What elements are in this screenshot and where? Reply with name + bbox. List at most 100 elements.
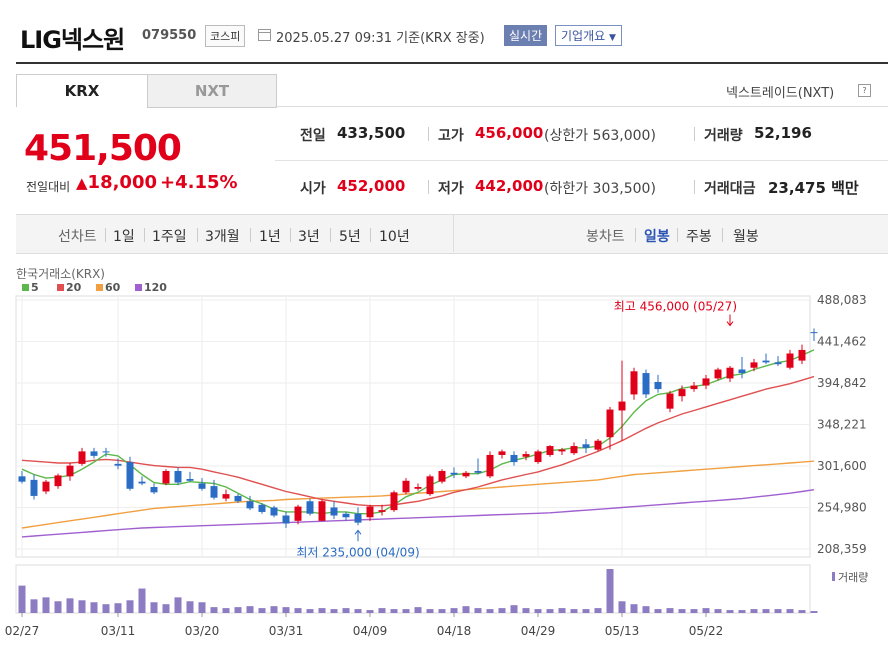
legend-ma60: 60 xyxy=(96,281,120,294)
candle-body xyxy=(450,472,458,475)
turnover-value: 23,475 백만 xyxy=(768,177,859,198)
candle-weekly[interactable]: 주봉 xyxy=(686,229,712,245)
candle-body xyxy=(318,501,326,521)
price-chart[interactable]: 488,083 441,462 394,842 348,221 301,600 254,9… xyxy=(0,260,888,650)
nextrade-link[interactable]: 넥스트레이드(NXT) xyxy=(726,86,835,101)
volume-bar xyxy=(282,607,290,613)
volume-bar xyxy=(690,609,698,613)
high-arrowhead-icon xyxy=(726,321,734,327)
candle-body xyxy=(570,446,578,454)
chart-frame xyxy=(15,295,811,558)
candle-monthly[interactable]: 월봉 xyxy=(733,229,759,245)
candle-body xyxy=(114,463,122,466)
period-separator xyxy=(330,228,331,242)
legend-ma5: 5 xyxy=(22,281,39,294)
candle-body xyxy=(486,454,494,477)
candle-body xyxy=(198,483,206,489)
volume-bar xyxy=(114,603,122,613)
volume-bar xyxy=(42,597,50,613)
volume-bar xyxy=(798,610,806,613)
quote-separator xyxy=(694,180,695,194)
x-tick-label: 04/29 xyxy=(521,624,556,638)
candle-body xyxy=(294,506,302,521)
volume-bar xyxy=(414,607,422,613)
candle-body xyxy=(750,362,758,368)
candle-body xyxy=(54,475,62,487)
period-1y[interactable]: 1년 xyxy=(259,229,281,245)
candle-body xyxy=(258,504,266,512)
volume-bar xyxy=(342,608,350,613)
y-tick-label: 441,462 xyxy=(817,335,867,349)
turnover-unit: 백만 xyxy=(831,179,859,197)
external-link-icon[interactable]: ? xyxy=(858,84,871,97)
period-group-divider xyxy=(453,214,454,252)
candle-body xyxy=(798,349,806,361)
period-1d[interactable]: 1일 xyxy=(113,229,135,245)
candle-body xyxy=(498,451,506,455)
company-name: LIG넥스원 xyxy=(20,26,125,54)
company-info-label: 기업개요 xyxy=(561,29,606,43)
candle-body xyxy=(330,507,338,516)
market-badge: 코스피 xyxy=(205,25,246,47)
volume-bar xyxy=(318,608,326,613)
volume-bar xyxy=(462,606,470,613)
company-info-dropdown[interactable]: 기업개요 ▼ xyxy=(555,25,622,46)
tab-nxt[interactable]: NXT xyxy=(147,74,277,108)
volume-bar xyxy=(702,608,710,613)
volume-bar xyxy=(90,602,98,613)
candle-body xyxy=(138,481,146,484)
candle-body xyxy=(474,470,482,473)
legend-ma120-label: 120 xyxy=(144,281,167,294)
candle-body xyxy=(390,492,398,511)
candle-body xyxy=(438,470,446,482)
volume-bar xyxy=(174,597,182,613)
period-3y[interactable]: 3년 xyxy=(298,229,320,245)
volume-bar xyxy=(630,604,638,613)
x-tick-label: 03/20 xyxy=(185,624,220,638)
period-separator xyxy=(677,228,678,242)
datetime-value: 2025.05.27 09:31 xyxy=(276,31,393,46)
volume-bar xyxy=(450,608,458,613)
x-tick-label: 04/18 xyxy=(437,624,472,638)
volume-bar xyxy=(426,609,434,613)
period-3m[interactable]: 3개월 xyxy=(205,229,240,245)
low-arrowhead-icon xyxy=(354,529,362,535)
turnover-label: 거래대금 xyxy=(704,181,756,197)
period-separator xyxy=(370,228,371,242)
volume-legend-swatch xyxy=(832,572,835,581)
volume-bar xyxy=(714,609,722,613)
volume-bar xyxy=(486,609,494,613)
candle-body xyxy=(174,470,182,483)
current-price: 451,500 xyxy=(24,128,182,169)
candle-body xyxy=(246,501,254,509)
candle-body xyxy=(90,451,98,456)
x-tick-label: 05/13 xyxy=(605,624,640,638)
period-1w[interactable]: 1주일 xyxy=(152,229,187,245)
period-10y[interactable]: 10년 xyxy=(379,229,410,245)
candle-body xyxy=(558,449,566,452)
realtime-button[interactable]: 실시간 xyxy=(504,25,548,46)
candle-body xyxy=(522,454,530,457)
quote-separator xyxy=(428,127,429,141)
volume-bar xyxy=(186,601,194,613)
candle-body xyxy=(678,389,686,397)
candle-daily[interactable]: 일봉 xyxy=(644,229,670,245)
chart-source-label: 한국거래소(KRX) xyxy=(16,267,105,281)
volume-bar xyxy=(594,608,602,613)
period-5y[interactable]: 5년 xyxy=(339,229,361,245)
candle-body xyxy=(402,480,410,493)
candle-body xyxy=(690,385,698,390)
quote-separator xyxy=(694,127,695,141)
candle-body xyxy=(42,481,50,492)
tab-krx[interactable]: KRX xyxy=(16,74,148,107)
turnover-amount: 23,475 xyxy=(768,179,826,197)
legend-ma20-label: 20 xyxy=(66,281,82,294)
candle-body xyxy=(150,487,158,493)
candle-body xyxy=(654,381,662,390)
change-amount: ▲18,000 xyxy=(76,172,157,193)
high-label: 고가 xyxy=(438,128,464,144)
period-separator xyxy=(250,228,251,242)
x-tick-label: 02/27 xyxy=(5,624,40,638)
y-tick-label: 254,980 xyxy=(817,501,867,515)
candle-body xyxy=(18,476,26,482)
